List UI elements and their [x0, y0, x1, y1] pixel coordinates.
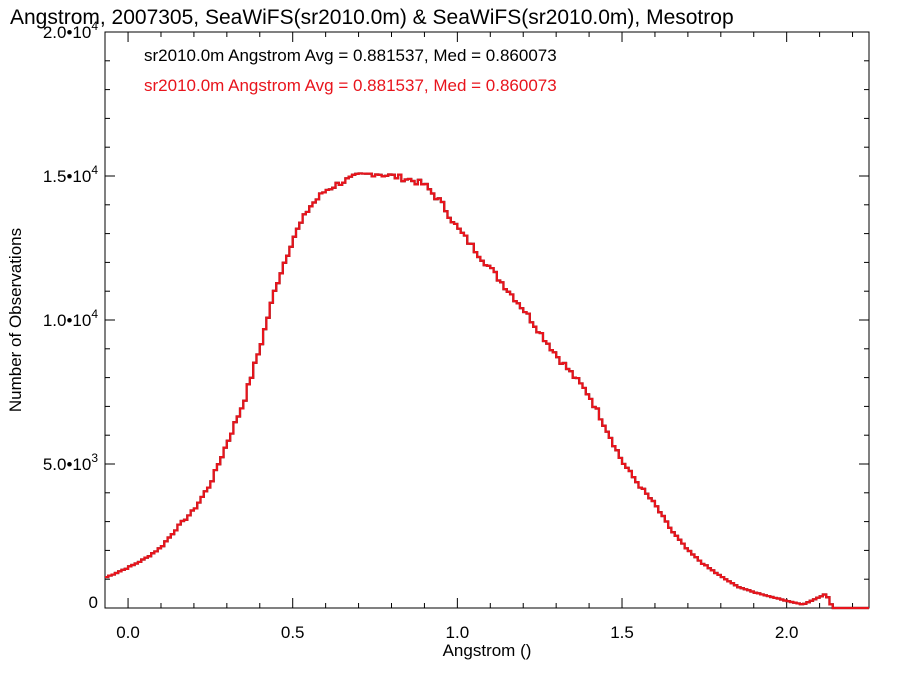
- x-tick-label: 0.5: [281, 623, 305, 642]
- y-tick-label: 2.0•104: [43, 19, 99, 42]
- y-tick-label: 1.5•104: [43, 163, 99, 186]
- chart-title: Angstrom, 2007305, SeaWiFS(sr2010.0m) & …: [10, 6, 734, 29]
- y-tick-label: 5.0•103: [43, 451, 99, 474]
- y-axis-label: Number of Observations: [6, 228, 25, 412]
- x-tick-label: 1.0: [446, 623, 470, 642]
- x-tick-label: 0.0: [116, 623, 140, 642]
- y-tick-mantissa: 1.0•10: [43, 311, 92, 330]
- y-tick-label: 1.0•104: [43, 307, 99, 330]
- x-tick-label: 2.0: [775, 623, 799, 642]
- x-axis-label: Angstrom (): [443, 641, 532, 660]
- y-tick-mantissa: 5.0•10: [43, 455, 92, 474]
- legend-entry-1: sr2010.0m Angstrom Avg = 0.881537, Med =…: [144, 46, 557, 65]
- y-tick-exponent: 4: [91, 307, 98, 321]
- histogram-series-2: [105, 172, 869, 610]
- y-tick-exponent: 4: [91, 19, 98, 33]
- y-tick-exponent: 3: [91, 451, 98, 465]
- series-layer: [105, 172, 869, 610]
- y-tick-mantissa: 1.5•10: [43, 167, 92, 186]
- x-axis: 0.0 0.5 1.0 1.5 2.0: [116, 32, 854, 642]
- plot-frame: [104, 31, 870, 609]
- y-tick-mantissa: 2.0•10: [43, 23, 92, 42]
- y-tick-label: 0: [89, 593, 98, 612]
- y-tick-exponent: 4: [91, 163, 98, 177]
- x-tick-label: 1.5: [610, 623, 634, 642]
- y-tick-mantissa: 0: [89, 593, 98, 612]
- histogram-series-1: [105, 172, 869, 610]
- legend-entry-2: sr2010.0m Angstrom Avg = 0.881537, Med =…: [144, 76, 557, 95]
